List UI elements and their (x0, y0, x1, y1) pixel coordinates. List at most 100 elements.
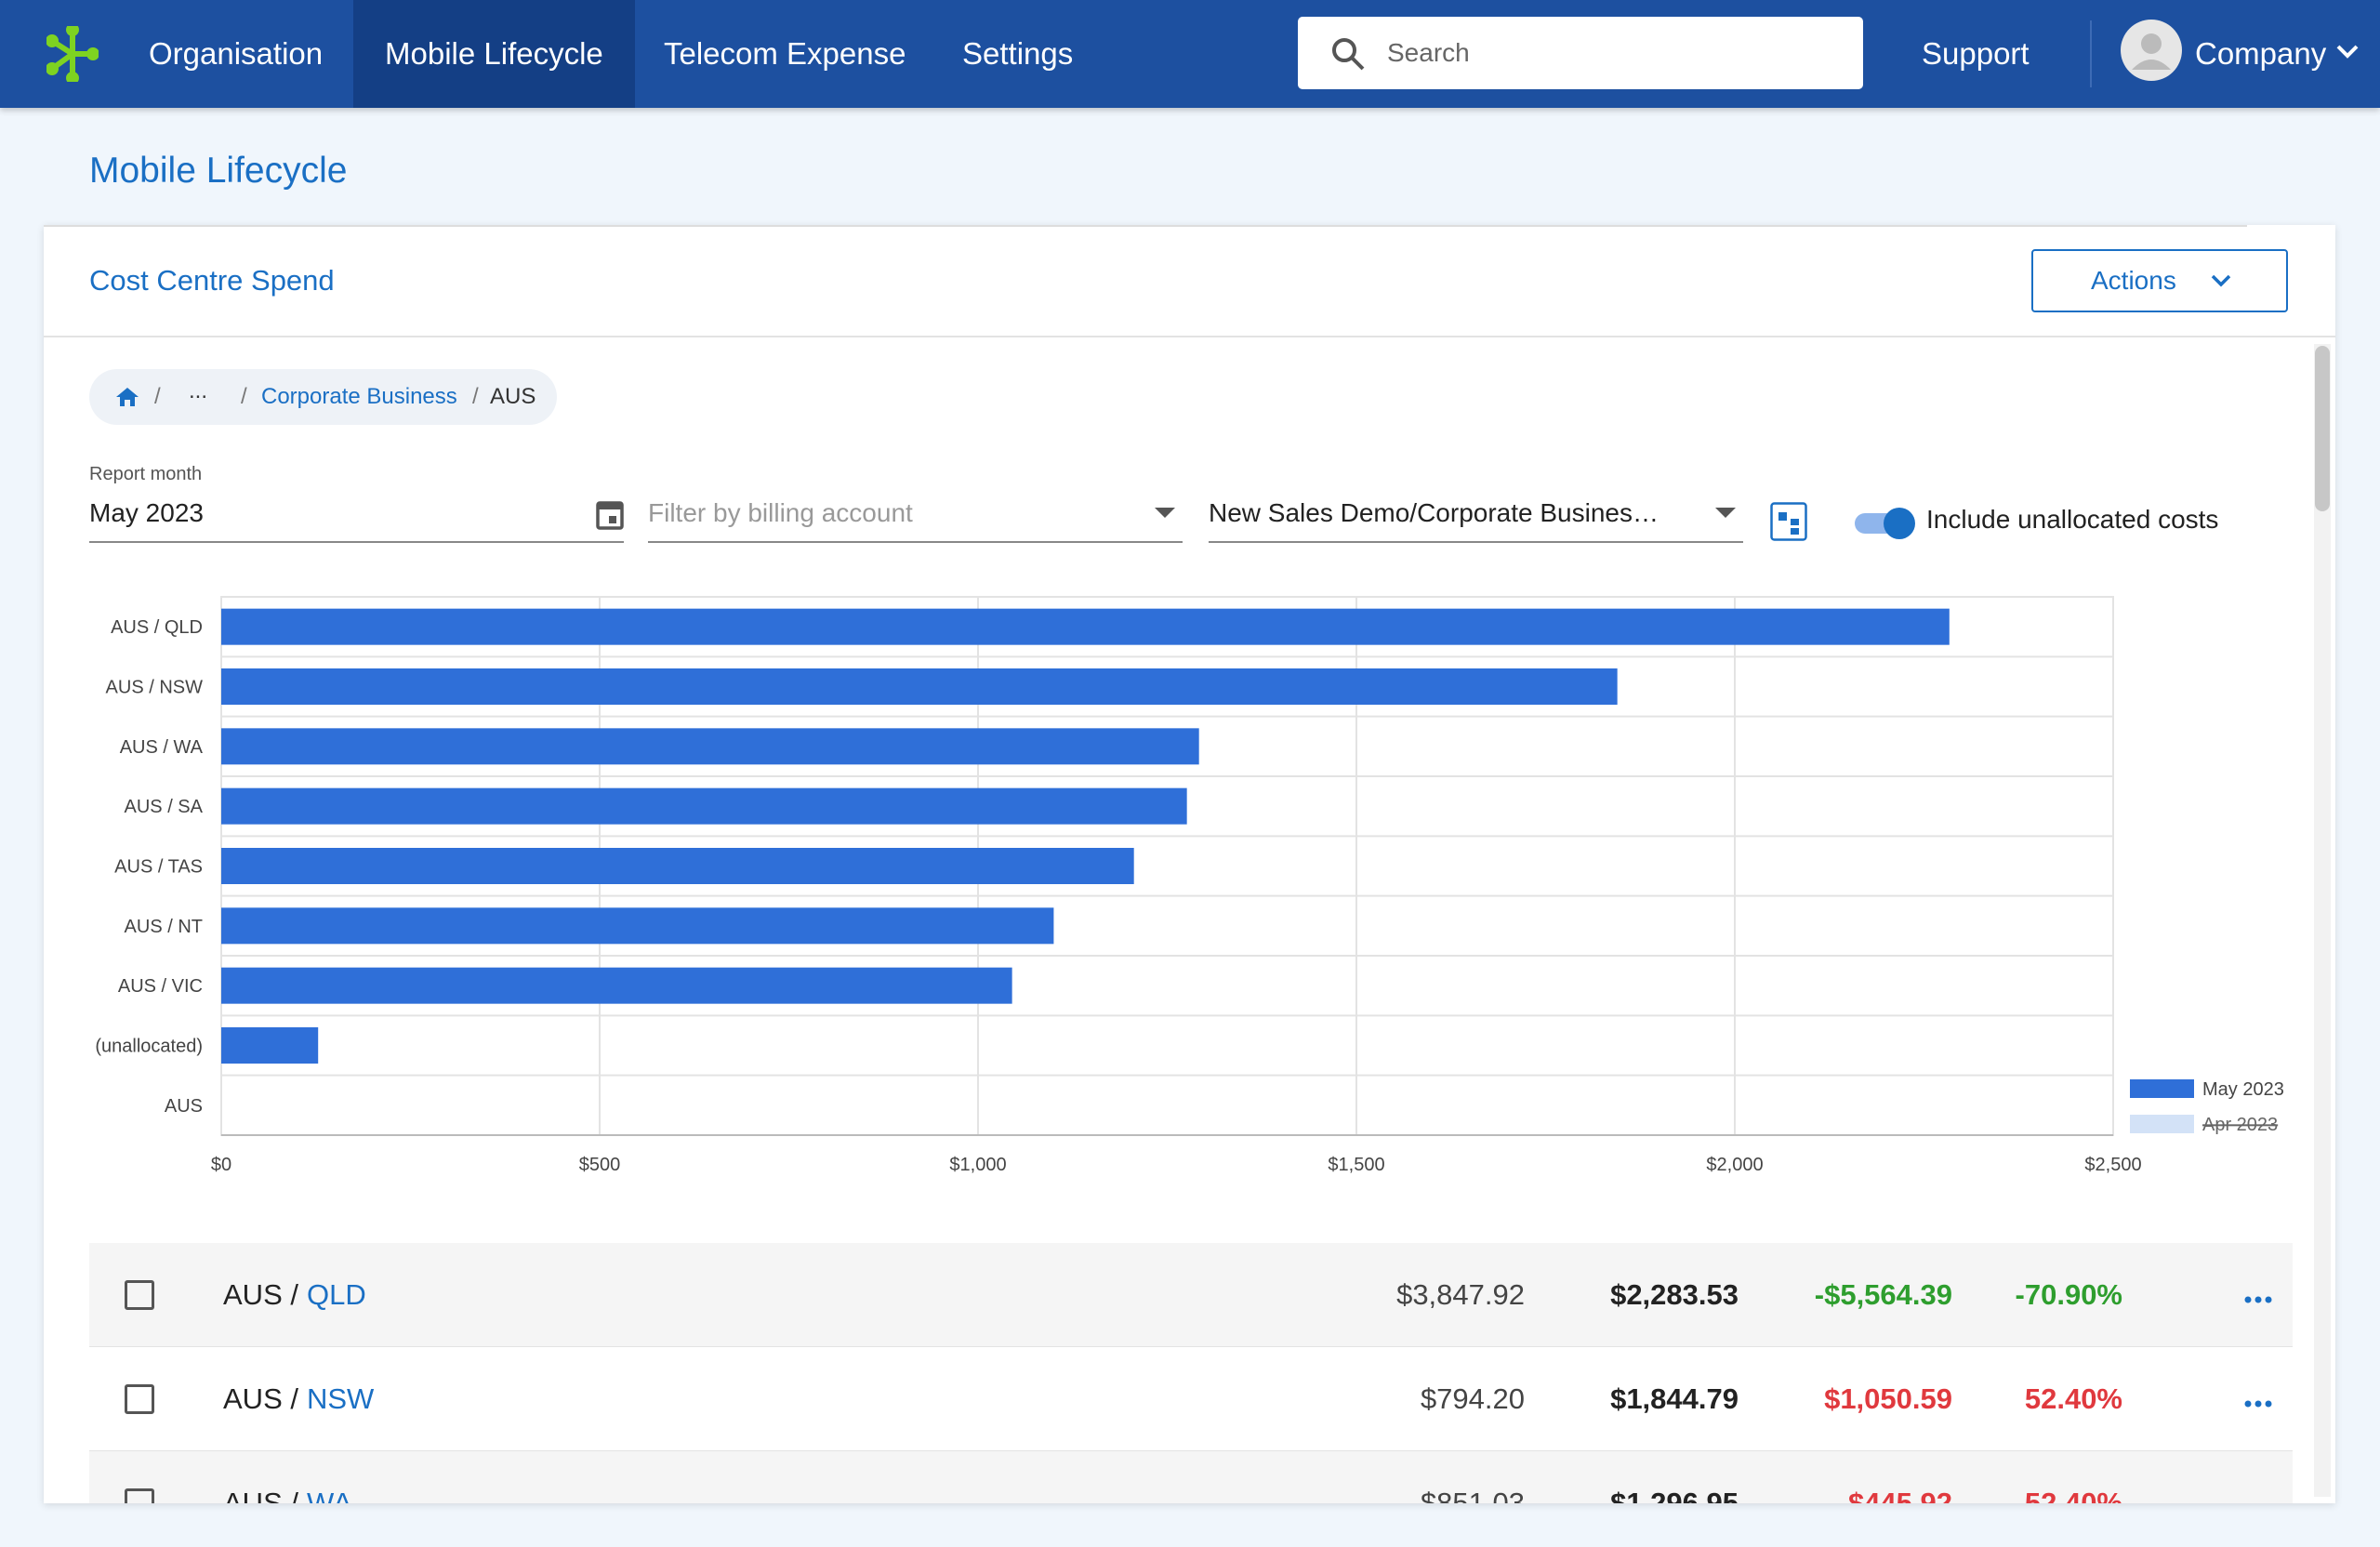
bar (221, 1027, 319, 1064)
hierarchy-button[interactable] (1770, 502, 1807, 541)
bar (221, 907, 1054, 945)
x-tick-label: $2,000 (1706, 1155, 1763, 1175)
search-placeholder: Search (1387, 38, 1470, 67)
cost-centre-prefix: AUS / (223, 1278, 298, 1311)
cell-change-pct: 52.40% (2024, 1487, 2122, 1503)
page-title: Mobile Lifecycle (89, 151, 348, 191)
row-actions[interactable] (2244, 1500, 2272, 1503)
cell-april: $794.20 (1420, 1382, 1525, 1415)
card: Cost Centre Spend Actions / ... / Corpor… (44, 225, 2335, 1503)
cell-change-pct: -70.90% (2015, 1278, 2122, 1311)
chevron (2211, 274, 2231, 287)
bar (221, 967, 1012, 1004)
toggle[interactable] (1851, 502, 1918, 543)
cell-change: -$5,564.39 (1814, 1278, 1952, 1311)
nav-item[interactable]: Mobile Lifecycle (353, 0, 635, 108)
y-tick-label: AUS / NSW (106, 678, 204, 698)
breadcrumb-item[interactable]: Corporate Business (261, 384, 457, 409)
field-placeholder: Filter by billing account (648, 498, 913, 527)
account-name[interactable]: Company (2195, 36, 2327, 71)
logo (46, 26, 99, 82)
legend-swatch (2130, 1115, 2194, 1133)
bar (221, 787, 1187, 825)
row-actions[interactable] (2244, 1395, 2272, 1408)
x-tick-label: $0 (211, 1155, 231, 1175)
chart: $0 $500 $1,000 $1,500 $2,000 $2,500 AUS / QLD A… (95, 596, 2284, 1175)
legend-label: Apr 2023 (2202, 1115, 2278, 1135)
cost-centre-link[interactable]: QLD (306, 1278, 366, 1311)
home-icon[interactable] (115, 386, 139, 408)
y-tick-label: (unallocated) (95, 1037, 203, 1057)
chevron (2336, 45, 2359, 59)
cell-may: $1,296.95 (1610, 1487, 1739, 1503)
scrollbar-thumb[interactable] (2315, 346, 2330, 511)
y-tick-label: AUS / VIC (118, 976, 203, 997)
table-row: AUS / QLD $3,847.92 $2,283.53 -$5,564.39 -70.… (89, 1243, 2293, 1348)
cell-change: $1,050.59 (1824, 1382, 1952, 1415)
y-tick-label: AUS / NT (125, 917, 203, 937)
divider (2090, 20, 2092, 87)
checkbox[interactable] (125, 1280, 154, 1310)
cost-centre-prefix: AUS / (223, 1487, 298, 1503)
support-link[interactable]: Support (1922, 36, 2030, 71)
separator: / (472, 384, 479, 409)
hierarchy-field[interactable]: New Sales Demo/Corporate Busines… (1209, 485, 1743, 543)
breadcrumb-item[interactable]: ... (189, 378, 208, 403)
card-title: Cost Centre Spend (89, 264, 335, 297)
toggle-label: Include unallocated costs (1926, 505, 2219, 534)
cost-centre-link[interactable]: WA (306, 1487, 352, 1503)
field-label: Report month (89, 464, 203, 484)
actions-button[interactable]: Actions (2031, 249, 2288, 312)
search-box[interactable]: Search (1298, 17, 1863, 89)
x-tick-label: $1,000 (949, 1155, 1006, 1175)
separator: / (154, 384, 161, 409)
y-tick-label: AUS / TAS (114, 857, 203, 878)
breadcrumb: / ... / Corporate Business / AUS (89, 369, 557, 425)
legend-label: May 2023 (2202, 1079, 2284, 1100)
month-field[interactable]: May 2023 (89, 485, 624, 543)
cost-centre: AUS / WA (223, 1487, 352, 1503)
cell-may: $1,844.79 (1610, 1382, 1739, 1415)
calendar-icon (596, 501, 624, 530)
y-tick-label: AUS / SA (125, 797, 204, 817)
avatar[interactable] (2121, 20, 2182, 81)
nav-bar: Search Support Company Organisation Mobil… (0, 0, 2380, 108)
divider (44, 336, 2335, 337)
scrollbar-track (2314, 344, 2331, 1497)
checkbox[interactable] (125, 1384, 154, 1414)
dots-icon (2244, 1296, 2272, 1303)
breadcrumb-item: AUS (490, 384, 536, 409)
field-value: May 2023 (89, 498, 204, 527)
cost-centre-prefix: AUS / (223, 1382, 298, 1415)
checkbox[interactable] (125, 1488, 154, 1503)
actions-label: Actions (2091, 266, 2176, 295)
bar (221, 848, 1134, 884)
x-tick-label: $500 (579, 1155, 621, 1175)
cost-centre-link[interactable]: NSW (306, 1382, 375, 1415)
toggle-thumb (1884, 508, 1915, 539)
search-icon (1332, 38, 1365, 71)
separator: / (241, 384, 247, 409)
bar (221, 668, 1618, 705)
y-tick-label: AUS / WA (120, 737, 204, 758)
cell-april: $851.03 (1420, 1487, 1525, 1503)
table-row: AUS / NSW $794.20 $1,844.79 $1,050.59 52.40% (89, 1347, 2293, 1452)
cell-april: $3,847.92 (1396, 1278, 1525, 1311)
dots-icon (2244, 1400, 2272, 1408)
x-tick-label: $1,500 (1328, 1155, 1384, 1175)
nav-item[interactable]: Telecom Expense (664, 36, 906, 71)
dropdown-arrow (1155, 508, 1175, 518)
cell-change-pct: 52.40% (2024, 1382, 2122, 1415)
table-row: AUS / WA $851.03 $1,296.95 $445.92 52.40% (89, 1451, 2293, 1503)
divider (44, 225, 2247, 227)
row-actions[interactable] (2244, 1291, 2272, 1303)
legend-swatch (2130, 1079, 2194, 1098)
cell-may: $2,283.53 (1610, 1278, 1739, 1311)
nav-item[interactable]: Organisation (149, 36, 324, 71)
x-tick-label: $2,500 (2084, 1155, 2141, 1175)
billing-field[interactable]: Filter by billing account (648, 485, 1183, 543)
cost-centre: AUS / QLD (223, 1278, 366, 1312)
bar (221, 728, 1199, 765)
nav-item[interactable]: Settings (962, 36, 1074, 71)
